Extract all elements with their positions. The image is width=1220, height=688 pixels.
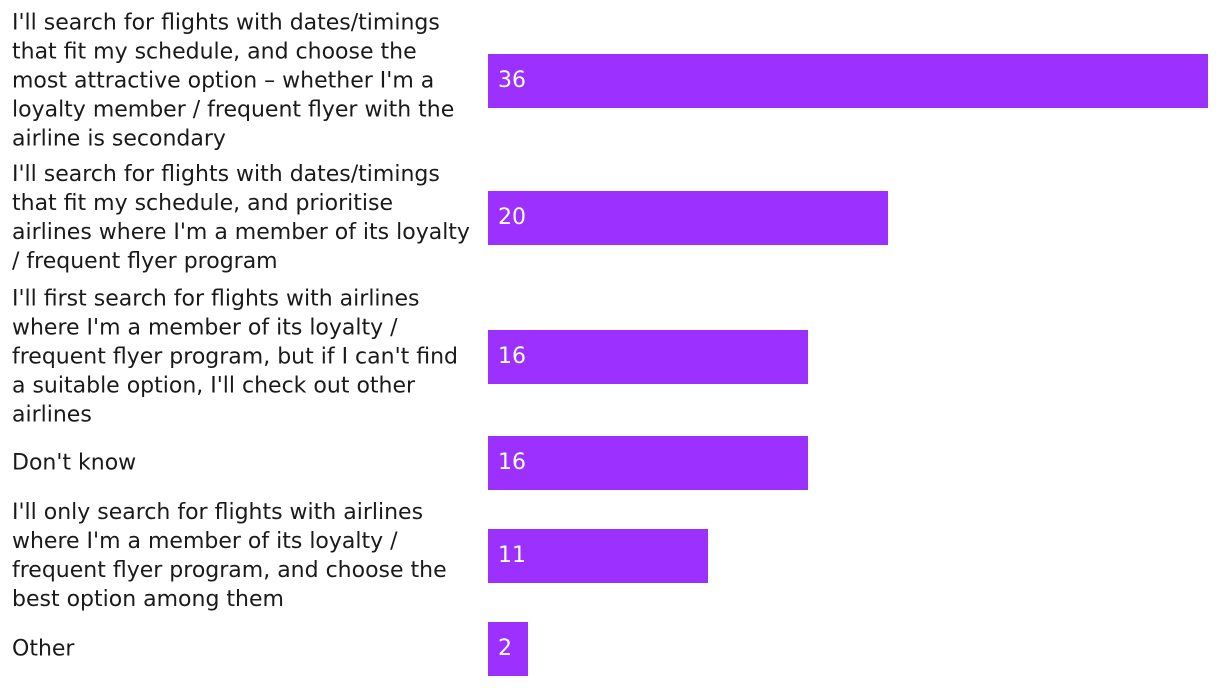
category-label: I'll only search for flights with airlin…: [12, 500, 447, 612]
bar: 2: [488, 622, 528, 676]
chart-row: I'll search for flights with dates/timin…: [0, 8, 1220, 154]
bar: 20: [488, 191, 888, 245]
bar-value-label: 20: [498, 205, 526, 230]
bar: 16: [488, 330, 808, 384]
category-label: Don't know: [12, 450, 137, 476]
bar: 16: [488, 436, 808, 490]
category-label: I'll first search for flights with airli…: [12, 286, 459, 428]
chart-row: I'll only search for flights with airlin…: [0, 498, 1220, 614]
chart-row: Don't know 16: [0, 436, 1220, 490]
chart-row: I'll first search for flights with airli…: [0, 286, 1220, 428]
category-label: I'll search for flights with dates/timin…: [12, 162, 470, 274]
bar-value-label: 16: [498, 344, 526, 369]
category-label: I'll search for flights with dates/timin…: [12, 10, 455, 152]
bar: 11: [488, 529, 708, 583]
bar: 36: [488, 54, 1208, 108]
bar-value-label: 11: [498, 543, 526, 568]
bar-value-label: 16: [498, 450, 526, 475]
bar-value-label: 36: [498, 68, 526, 93]
chart-row: Other 2: [0, 622, 1220, 676]
bar-value-label: 2: [498, 636, 512, 661]
chart-row: I'll search for flights with dates/timin…: [0, 162, 1220, 274]
category-label: Other: [12, 636, 75, 662]
